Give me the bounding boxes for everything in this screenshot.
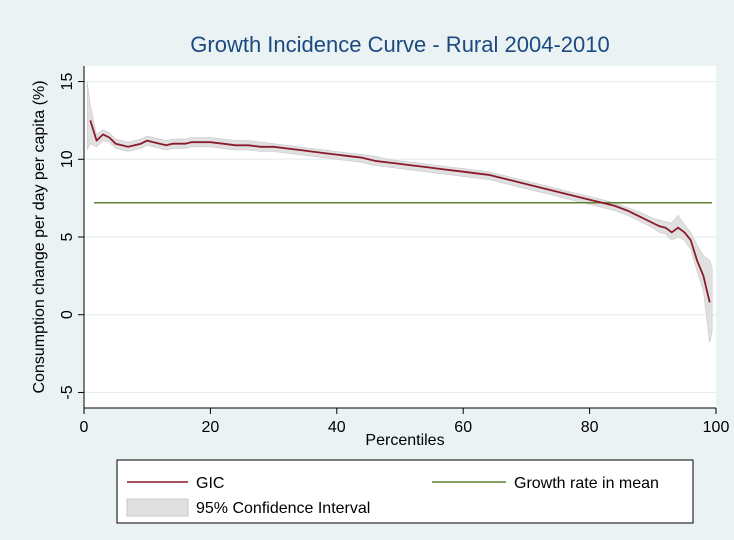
y-axis-label: Consumption change per day per capita (%… [31, 80, 48, 393]
x-axis-label: Percentiles [365, 432, 444, 449]
legend-ci-label: 95% Confidence Interval [196, 500, 370, 517]
legend-ci-swatch [126, 498, 189, 517]
legend: GIC Growth rate in mean 95% Confidence I… [116, 459, 694, 524]
grid-lines [84, 80, 716, 394]
y-tick-label-4: 15 [59, 73, 76, 91]
tick-labels: -5 0 5 10 15 0 20 40 60 80 100 [59, 73, 729, 436]
legend-box [116, 459, 694, 524]
chart-title: Growth Incidence Curve - Rural 2004-2010 [190, 32, 609, 57]
x-tick-label-3: 60 [454, 419, 472, 436]
x-tick-label-1: 20 [202, 419, 220, 436]
series-layer [89, 120, 712, 303]
x-tick-label-0: 0 [80, 419, 89, 436]
ci-band-layer [86, 81, 713, 343]
legend-gic-label: GIC [196, 475, 224, 492]
x-tick-label-5: 100 [703, 419, 730, 436]
y-tick-label-3: 10 [59, 150, 76, 168]
y-tick-label-1: 0 [59, 310, 76, 319]
x-tick-label-4: 80 [581, 419, 599, 436]
y-tick-label-2: 5 [59, 232, 76, 241]
series-gic-line [89, 120, 711, 303]
legend-mean-label: Growth rate in mean [514, 475, 659, 492]
x-tick-label-2: 40 [328, 419, 346, 436]
y-tick-label-0: -5 [59, 385, 76, 399]
ci-band [86, 81, 713, 343]
